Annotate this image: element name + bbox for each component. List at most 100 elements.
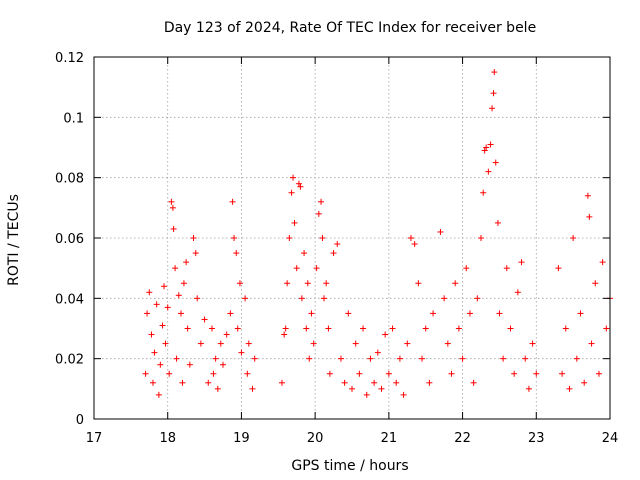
data-point <box>518 259 525 266</box>
data-point <box>566 385 573 392</box>
data-point <box>494 219 501 226</box>
data-point <box>555 265 562 272</box>
data-point <box>480 189 487 196</box>
data-point <box>186 361 193 368</box>
x-axis-label: GPS time / hours <box>291 458 408 474</box>
data-point <box>282 325 289 332</box>
data-point <box>514 289 521 296</box>
data-point <box>491 69 498 76</box>
y-tick-labels: 0 0.02 0.04 0.06 0.08 0.1 0.12 <box>55 51 84 428</box>
data-point <box>281 331 288 338</box>
data-point <box>249 385 256 392</box>
data-point <box>298 295 305 302</box>
data-point <box>400 391 407 398</box>
data-point <box>148 331 155 338</box>
y-tick-label: 0.06 <box>55 232 84 247</box>
data-point <box>151 349 158 356</box>
data-point <box>308 310 315 317</box>
data-point <box>155 391 162 398</box>
data-points <box>142 69 613 398</box>
data-point <box>492 159 499 166</box>
data-point <box>430 310 437 317</box>
x-tick-label: 23 <box>528 431 545 446</box>
data-point <box>238 349 245 356</box>
data-point <box>170 225 177 232</box>
data-point <box>459 355 466 362</box>
data-point <box>363 391 370 398</box>
data-point <box>496 310 503 317</box>
data-point <box>201 316 208 323</box>
data-point <box>559 370 566 377</box>
data-point <box>278 379 285 386</box>
data-point <box>157 361 164 368</box>
data-point <box>570 235 577 241</box>
data-point <box>205 379 212 386</box>
data-point <box>500 355 507 362</box>
data-point <box>284 280 291 287</box>
data-point <box>288 189 295 196</box>
data-point <box>217 340 224 347</box>
data-point <box>245 340 252 347</box>
data-point <box>208 325 215 332</box>
data-point <box>210 370 217 377</box>
data-point <box>503 265 510 272</box>
data-point <box>166 370 173 377</box>
data-point <box>371 379 378 386</box>
data-point <box>306 355 313 362</box>
data-point <box>144 310 151 317</box>
data-point <box>404 340 411 347</box>
data-point <box>511 370 518 377</box>
data-point <box>330 250 337 257</box>
data-point <box>466 310 473 317</box>
data-point <box>411 241 418 248</box>
y-tick-label: 0.1 <box>63 111 84 126</box>
data-point <box>184 325 191 332</box>
data-point <box>562 325 569 332</box>
data-point <box>323 280 330 287</box>
data-point <box>584 192 591 199</box>
data-point <box>227 310 234 317</box>
data-point <box>407 235 414 241</box>
data-point <box>303 325 310 332</box>
data-point <box>367 355 374 362</box>
data-point <box>529 340 536 347</box>
data-point <box>588 340 595 347</box>
chart-title: Day 123 of 2024, Rate Of TEC Index for r… <box>164 20 536 36</box>
data-point <box>169 204 176 211</box>
data-point <box>190 235 197 241</box>
data-point <box>356 370 363 377</box>
data-point <box>295 180 302 187</box>
data-point <box>603 325 610 332</box>
y-tick-label: 0.02 <box>55 353 84 368</box>
data-point <box>470 379 477 386</box>
data-point <box>573 355 580 362</box>
data-point <box>586 213 593 220</box>
data-point <box>483 144 490 151</box>
data-point <box>236 280 243 287</box>
data-point <box>159 322 166 329</box>
data-point <box>485 168 492 175</box>
data-point <box>481 147 488 154</box>
data-point <box>325 325 332 332</box>
data-point <box>212 355 219 362</box>
data-point <box>352 340 359 347</box>
data-point <box>341 379 348 386</box>
y-tick-label: 0 <box>76 413 84 428</box>
data-point <box>360 325 367 332</box>
data-point <box>310 340 317 347</box>
data-point <box>242 295 249 302</box>
data-point <box>426 379 433 386</box>
x-tick-label: 22 <box>454 431 471 446</box>
data-point <box>487 141 494 148</box>
data-point <box>304 280 311 287</box>
data-point <box>319 235 326 241</box>
data-point <box>474 295 481 302</box>
data-point <box>214 385 221 392</box>
data-point <box>297 183 304 190</box>
data-point <box>161 283 168 290</box>
data-point <box>595 370 602 377</box>
data-point <box>422 325 429 332</box>
data-point <box>153 301 160 308</box>
data-point <box>455 325 462 332</box>
